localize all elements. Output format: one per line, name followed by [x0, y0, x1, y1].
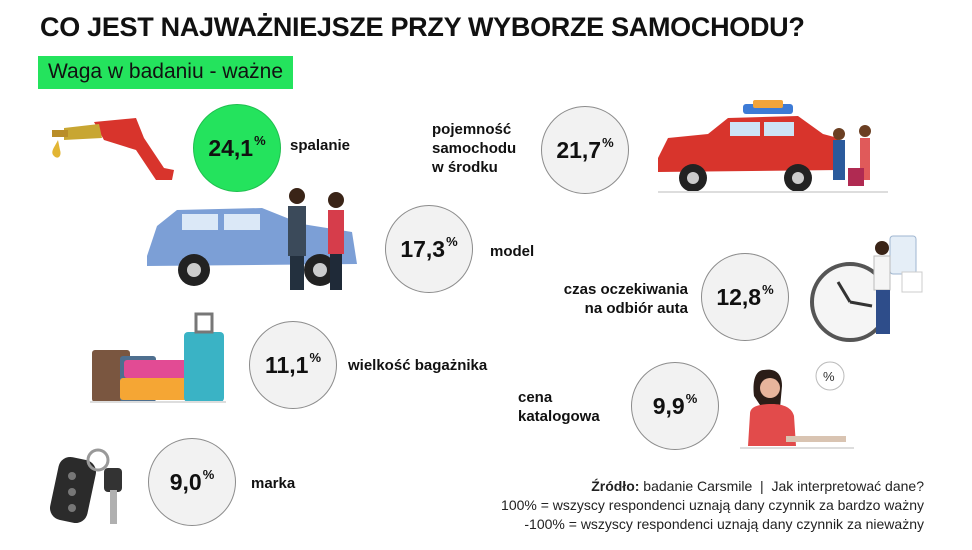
factor-label-czas: czas oczekiwania na odbiór auta [563, 281, 688, 317]
factor-value: 9,9 [652, 392, 685, 419]
factor-value: 11,1 [264, 351, 309, 378]
footer-source-text: badanie Carsmile | Jak interpretować dan… [639, 478, 924, 494]
factor-value: 17,3 [400, 235, 446, 262]
factor-unit: % [762, 281, 774, 297]
suitcases-icon [90, 312, 226, 403]
subtitle-badge: Waga w badaniu - ważne [38, 56, 294, 89]
family-car-icon [658, 100, 888, 193]
footer-source-line: Źródło: badanie Carsmile | Jak interpret… [501, 477, 924, 496]
page-title: CO JEST NAJWAŻNIEJSZE PRZY WYBORZE SAMOC… [40, 12, 805, 42]
factor-unit: % [254, 132, 266, 148]
factor-unit: % [309, 349, 322, 365]
car-keys-icon [50, 448, 122, 524]
factor-label-model: model [490, 243, 535, 260]
factor-circle-cena: 9,9% [631, 362, 719, 450]
factor-circle-czas: 12,8% [701, 253, 789, 341]
factor-label-marka: marka [251, 475, 296, 492]
factor-circle-pojemnosc: 21,7% [541, 106, 629, 194]
factor-unit: % [602, 134, 614, 150]
factor-label-bagaznik: wielkość bagażnika [348, 357, 488, 374]
woman-price-icon: % [740, 361, 854, 449]
factor-label-pojemnosc: pojemność samochodu w środku [432, 121, 517, 176]
footer-source-label: Źródło: [591, 478, 640, 494]
footer-line-3: -100% = wszyscy respondenci uznają dany … [524, 516, 924, 532]
factor-label-cena: cena katalogowa [518, 389, 600, 425]
source-footer: Źródło: badanie Carsmile | Jak interpret… [501, 477, 924, 534]
factor-circle-spalanie: 24,1% [193, 104, 281, 192]
factor-unit: % [446, 233, 458, 249]
footer-line-2: 100% = wszyscy respondenci uznają dany c… [501, 497, 924, 513]
factor-value: 12,8 [716, 283, 762, 310]
factor-circle-bagaznik: 11,1% [249, 321, 337, 409]
factor-value: 24,1 [208, 134, 254, 161]
factor-unit: % [202, 466, 215, 482]
fuel-nozzle-icon [52, 118, 174, 180]
factor-unit: % [685, 390, 698, 406]
factor-circle-model: 17,3% [385, 205, 473, 293]
factor-value: 9,0 [169, 468, 202, 495]
factor-value: 21,7 [556, 136, 602, 163]
svg-text:%: % [823, 369, 835, 384]
factor-circle-marka: 9,0% [148, 438, 236, 526]
car-handshake-icon [147, 188, 357, 290]
factor-label-spalanie: spalanie [290, 137, 351, 154]
clock-waiting-icon [810, 235, 923, 342]
